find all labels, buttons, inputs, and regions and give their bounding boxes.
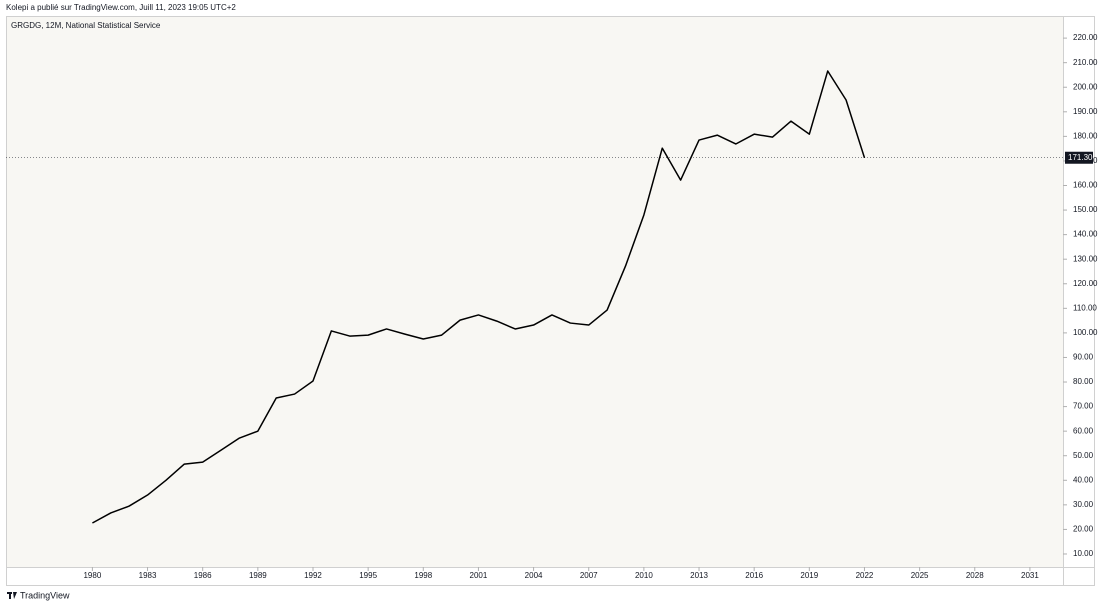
y-tick-label: 90.00 [1073, 353, 1094, 362]
series-line [92, 70, 866, 524]
x-tick-label: 1980 [83, 571, 101, 580]
x-tick-label: 2022 [856, 571, 874, 580]
x-tick-label: 2028 [966, 571, 984, 580]
y-tick-label: 220.00 [1073, 33, 1098, 42]
logo [7, 592, 17, 599]
y-tick-label: 10.00 [1073, 549, 1094, 558]
footer: TradingView [20, 590, 70, 600]
y-tick-label: 190.00 [1073, 107, 1098, 116]
x-tick-label: 2010 [635, 571, 653, 580]
x-tick-label: 2031 [1021, 571, 1039, 580]
y-tick-label: 180.00 [1073, 131, 1098, 140]
x-tick-label: 2016 [745, 571, 763, 580]
y-tick-label: 150.00 [1073, 205, 1098, 214]
y-tick-label: 140.00 [1073, 230, 1098, 239]
x-tick-label: 2004 [525, 571, 543, 580]
x-tick-label: 2019 [800, 571, 818, 580]
frame [6, 16, 1095, 586]
x-tick-label: 1986 [194, 571, 212, 580]
x-tick-label: 2001 [470, 571, 488, 580]
x-tick-label: 1995 [359, 571, 377, 580]
legend-entry: GRGDG, 12M, National Statistical Service [11, 21, 161, 30]
y-tick-label: 130.00 [1073, 254, 1098, 263]
y-tick-label: 60.00 [1073, 426, 1094, 435]
x-tick-label: 1992 [304, 571, 322, 580]
x-tick-label: 2013 [690, 571, 708, 580]
x-tick-label: 2025 [911, 571, 929, 580]
y-tick-label: 50.00 [1073, 451, 1094, 460]
y-tick-label: 110.00 [1073, 303, 1097, 312]
price-label-box [1065, 151, 1093, 164]
y-tick-label: 40.00 [1073, 475, 1094, 484]
y-tick-label: 120.00 [1073, 279, 1098, 288]
y-tick-label: 80.00 [1073, 377, 1094, 386]
y-tick-label: 160.00 [1073, 181, 1098, 190]
y-tick-label: 70.00 [1073, 402, 1094, 411]
x-tick-label: 1983 [139, 571, 157, 580]
x-tick-label: 1989 [249, 571, 267, 580]
header: Kolepi a publié sur TradingView.com, Jui… [6, 3, 236, 12]
y-tick-label: 100.00 [1073, 328, 1098, 337]
y-tick-label: 210.00 [1073, 58, 1098, 67]
price-label: 171.30 [1068, 153, 1093, 162]
x-tick-label: 2007 [580, 571, 598, 580]
y-tick-label: 30.00 [1073, 500, 1094, 509]
y-tick-label: 20.00 [1073, 525, 1094, 534]
x-tick-label: 1998 [414, 571, 432, 580]
plot-background [6, 16, 1063, 567]
y-tick-label: 200.00 [1073, 82, 1098, 91]
